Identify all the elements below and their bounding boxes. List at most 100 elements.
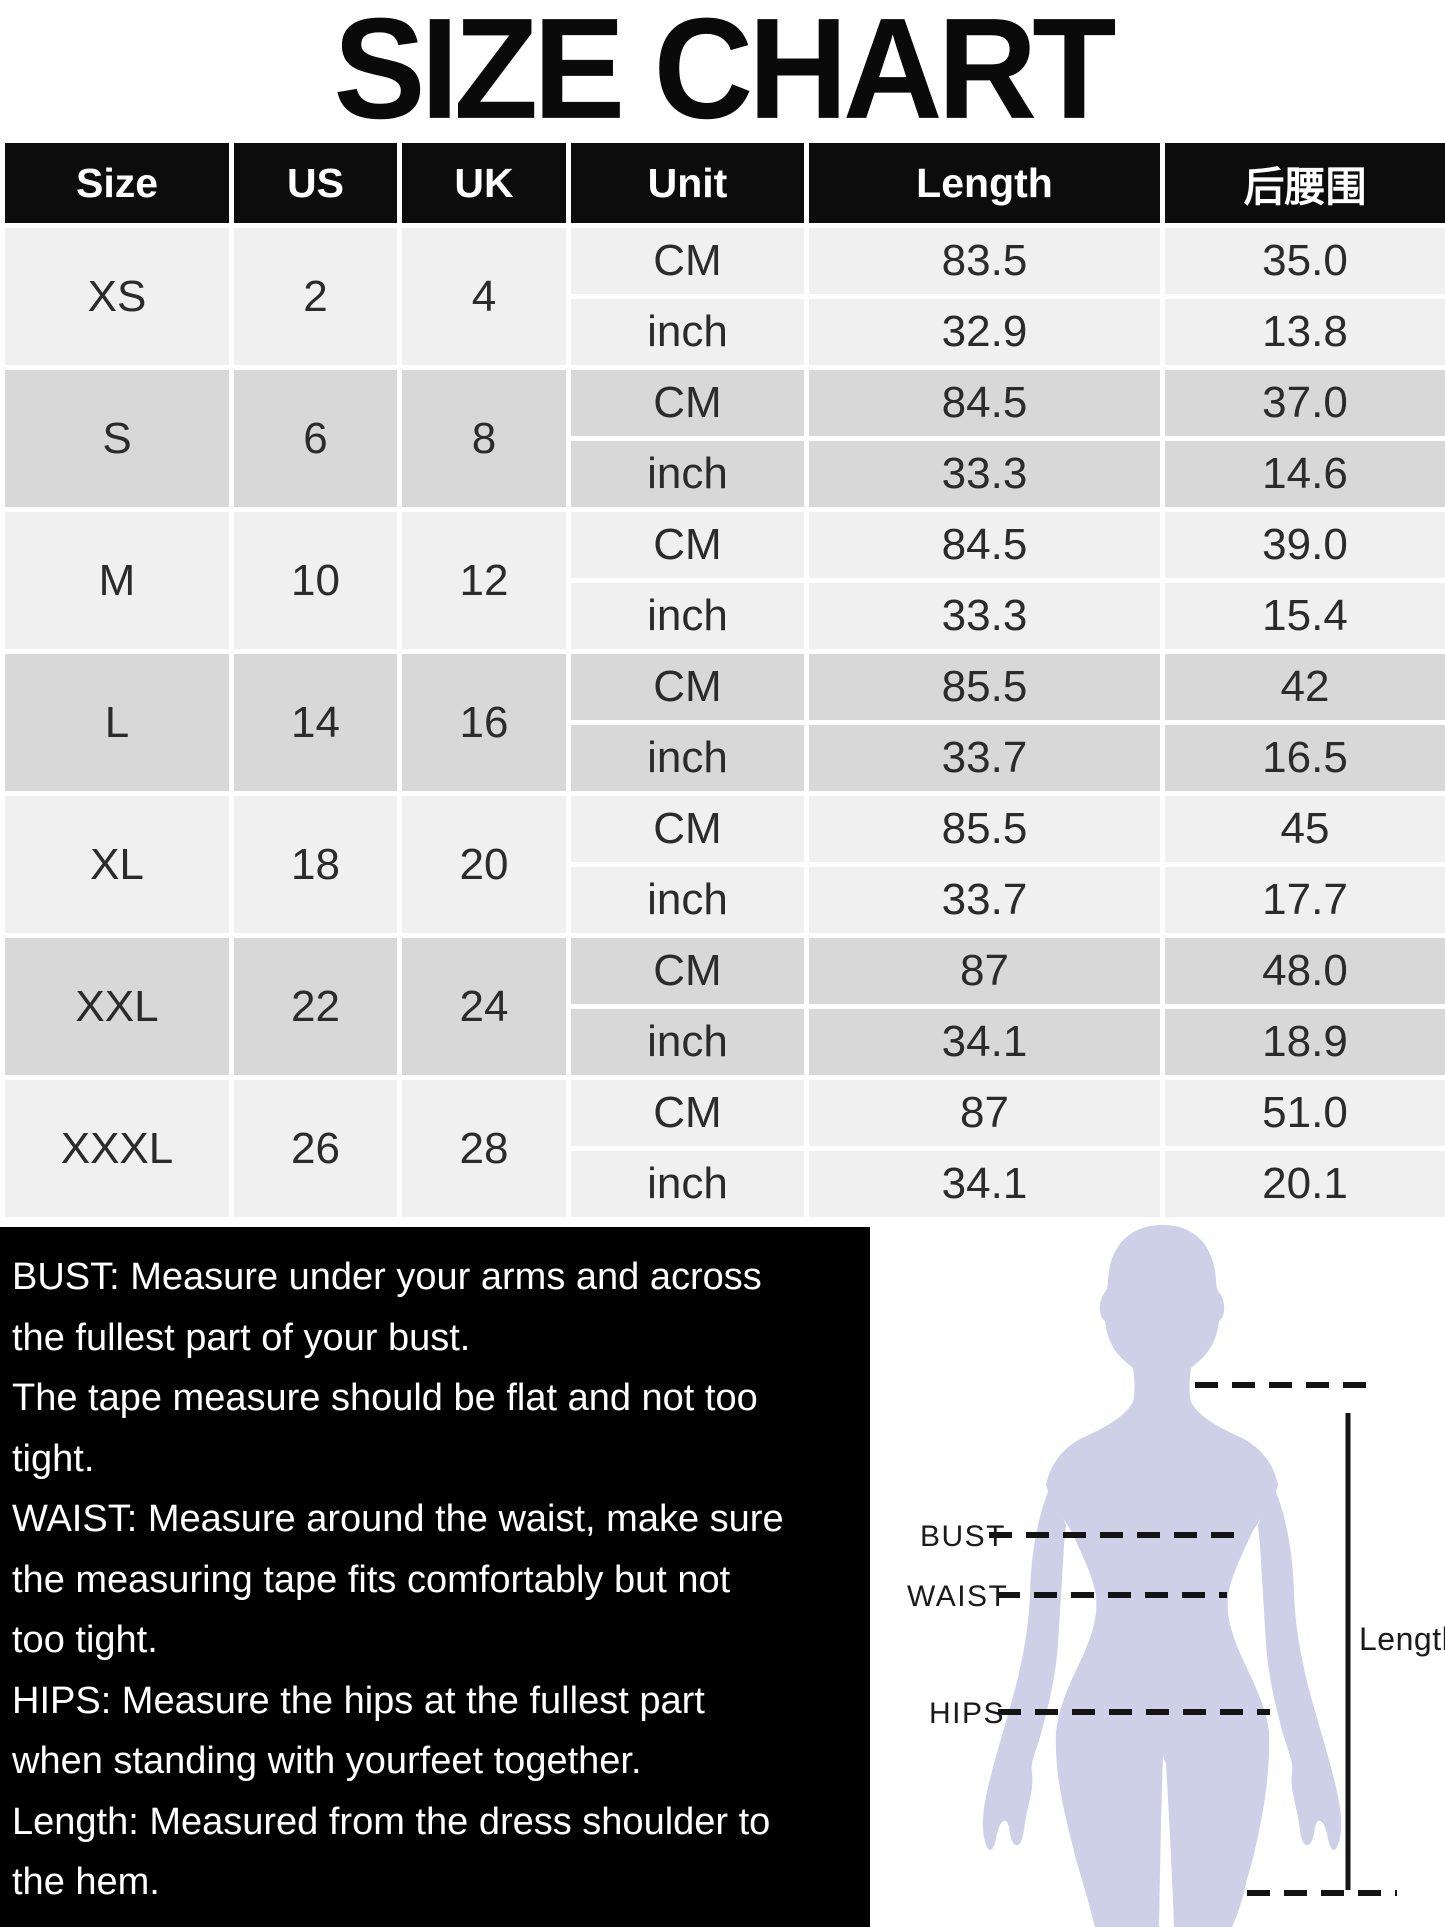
back-waist-cell: 35.0	[1160, 223, 1445, 299]
back-waist-cell: 16.5	[1160, 720, 1445, 796]
length-cell: 85.5	[804, 791, 1165, 867]
note-line: The tape measure should be flat and not …	[12, 1377, 758, 1419]
unit-cell: CM	[566, 223, 809, 299]
bottom-section: BUST: Measure under your arms and across…	[0, 1222, 1445, 1927]
length-cell: 33.3	[804, 578, 1165, 654]
length-cell: 87	[804, 933, 1165, 1009]
uk-cell: 4	[397, 223, 571, 370]
length-cell: 33.3	[804, 436, 1165, 512]
back-waist-cell: 14.6	[1160, 436, 1445, 512]
length-label: Length	[1359, 1621, 1445, 1657]
unit-cell: CM	[566, 791, 809, 867]
note-line: the measuring tape fits comfortably but …	[12, 1558, 731, 1601]
size-cell: XXXL	[0, 1075, 234, 1222]
us-cell: 6	[229, 365, 402, 512]
us-cell: 22	[229, 933, 402, 1080]
back-waist-cell: 18.9	[1160, 1004, 1445, 1080]
note-line: the fullest part of your bust.	[12, 1316, 471, 1359]
unit-cell: inch	[566, 1004, 809, 1080]
length-cell: 32.9	[804, 294, 1165, 370]
length-cell: 84.5	[804, 507, 1165, 583]
uk-cell: 24	[397, 933, 571, 1080]
uk-cell: 16	[397, 649, 571, 796]
back-waist-cell: 20.1	[1160, 1146, 1445, 1222]
length-cell: 34.1	[804, 1146, 1165, 1222]
unit-cell: inch	[566, 578, 809, 654]
table-row: XL 18 20 CM 85.5 45	[0, 791, 1445, 938]
hips-label: HIPS	[929, 1697, 1005, 1730]
size-cell: XXL	[0, 933, 234, 1080]
back-waist-cell: 48.0	[1160, 933, 1445, 1009]
unit-cell: CM	[566, 649, 809, 725]
size-cell: S	[0, 365, 234, 512]
length-cell: 34.1	[804, 1004, 1165, 1080]
length-cell: 84.5	[804, 365, 1165, 441]
measurement-figure: BUST WAIST HIPS Length	[870, 1222, 1445, 1927]
column-header-back-waist: 后腰围	[1160, 138, 1445, 228]
length-cell: 83.5	[804, 223, 1165, 299]
note-line: too tight.	[12, 1619, 158, 1661]
back-waist-cell: 39.0	[1160, 507, 1445, 583]
uk-cell: 20	[397, 791, 571, 938]
us-cell: 10	[229, 507, 402, 654]
table-row: M 10 12 CM 84.5 39.0	[0, 507, 1445, 654]
table-row: L 14 16 CM 85.5 42	[0, 649, 1445, 796]
note-line: tight.	[12, 1437, 95, 1480]
back-waist-cell: 37.0	[1160, 365, 1445, 441]
body-silhouette-diagram: BUST WAIST HIPS Length	[907, 1225, 1445, 1927]
length-cell: 87	[804, 1075, 1165, 1151]
unit-cell: CM	[566, 365, 809, 441]
header-row: Size US UK Unit Length 后腰围	[0, 138, 1445, 228]
size-cell: XL	[0, 791, 234, 938]
length-cell: 33.7	[804, 720, 1165, 796]
unit-cell: inch	[566, 1146, 809, 1222]
note-line: WAIST: Measure around the waist, make su…	[12, 1498, 784, 1540]
column-header-length: Length	[804, 138, 1165, 228]
back-waist-cell: 15.4	[1160, 578, 1445, 654]
unit-cell: inch	[566, 436, 809, 512]
size-cell: XS	[0, 223, 234, 370]
uk-cell: 8	[397, 365, 571, 512]
table-row: inch 34.1 20.1	[3, 1146, 1445, 1222]
note-line: Length: Measured from the dress shoulder…	[12, 1800, 771, 1843]
right-arm-silhouette	[1258, 1489, 1342, 1850]
uk-cell: 28	[397, 1075, 571, 1222]
length-cell: 33.7	[804, 862, 1165, 938]
unit-cell: inch	[566, 294, 809, 370]
table-row: XS 2 4 CM 83.5 35.0	[0, 223, 1445, 370]
size-table: Size US UK Unit Length 后腰围 XS 2 4 CM 83.…	[0, 138, 1445, 1222]
size-cell: M	[0, 507, 234, 654]
column-header-unit: Unit	[566, 138, 809, 228]
table-row: S 6 8 CM 84.5 37.0	[0, 365, 1445, 512]
waist-label: WAIST	[907, 1580, 1008, 1613]
unit-cell: CM	[566, 1075, 809, 1151]
title-bar: SIZE CHART	[0, 0, 1445, 150]
note-line: HIPS: Measure the hips at the fullest pa…	[12, 1679, 705, 1722]
note-line: BUST: Measure under your arms and across	[12, 1256, 762, 1298]
length-cell: 85.5	[804, 649, 1165, 725]
note-line: when standing with yourfeet together.	[12, 1740, 642, 1782]
unit-cell: inch	[566, 862, 809, 938]
table-row: inch 33.7 16.5	[3, 720, 1445, 796]
back-waist-cell: 17.7	[1160, 862, 1445, 938]
column-header-us: US	[229, 138, 402, 228]
unit-cell: CM	[566, 507, 809, 583]
table-row: inch 32.9 13.8	[3, 294, 1445, 370]
back-waist-cell: 51.0	[1160, 1075, 1445, 1151]
size-cell: L	[0, 649, 234, 796]
uk-cell: 12	[397, 507, 571, 654]
column-header-size: Size	[0, 138, 234, 228]
back-waist-cell: 45	[1160, 791, 1445, 867]
us-cell: 26	[229, 1075, 402, 1222]
unit-cell: CM	[566, 933, 809, 1009]
us-cell: 18	[229, 791, 402, 938]
note-line: the hem.	[12, 1861, 160, 1903]
measuring-instructions: BUST: Measure under your arms and across…	[0, 1222, 870, 1927]
back-waist-cell: 42	[1160, 649, 1445, 725]
back-waist-cell: 13.8	[1160, 294, 1445, 370]
table-row: XXL 22 24 CM 87 48.0	[0, 933, 1445, 1080]
table-row: inch 33.7 17.7	[3, 862, 1445, 938]
column-header-uk: UK	[397, 138, 571, 228]
page-title: SIZE CHART	[333, 0, 1117, 150]
us-cell: 2	[229, 223, 402, 370]
